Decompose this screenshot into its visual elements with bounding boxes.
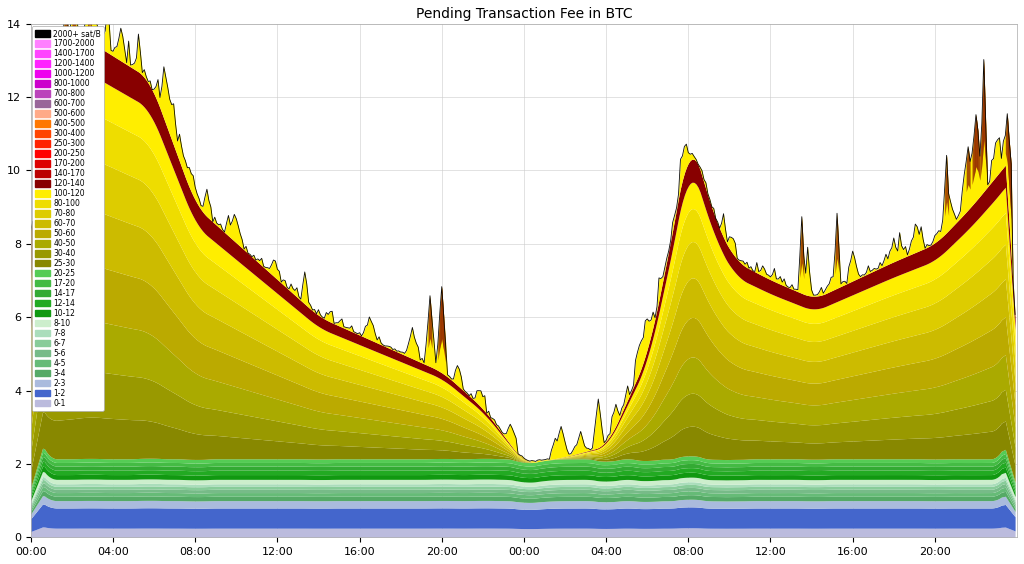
Legend: 2000+ sat/B, 1700-2000, 1400-1700, 1200-1400, 1000-1200, 800-1000, 700-800, 600-: 2000+ sat/B, 1700-2000, 1400-1700, 1200-… [32, 26, 104, 411]
Title: Pending Transaction Fee in BTC: Pending Transaction Fee in BTC [416, 7, 632, 21]
